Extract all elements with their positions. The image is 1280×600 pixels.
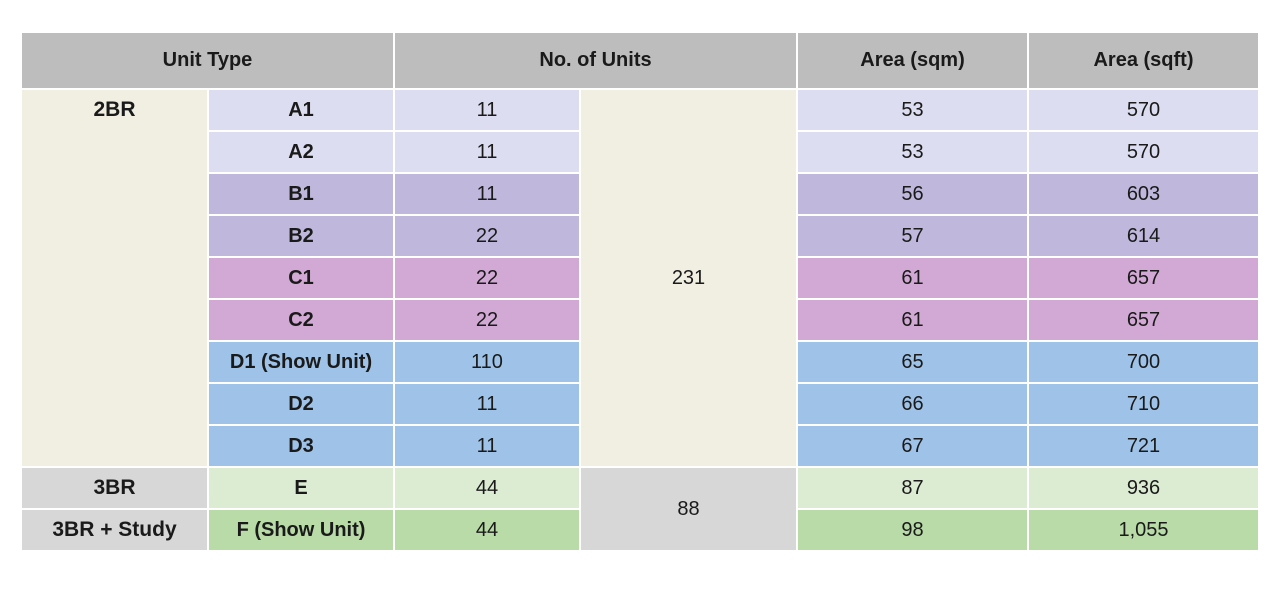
units-cell: 11 <box>393 382 581 426</box>
units-cell: 22 <box>393 256 581 300</box>
unit-table-container: Unit Type No. of Units Area (sqm) Area (… <box>20 31 1260 552</box>
table-row: D1 (Show Unit) 110 65 700 <box>21 340 1260 384</box>
sqft-cell: 657 <box>1027 298 1260 342</box>
sqft-cell: 710 <box>1027 382 1260 426</box>
unit-type-cell: C1 <box>207 256 395 300</box>
sqm-cell: 66 <box>796 382 1029 426</box>
sqft-cell: 721 <box>1027 424 1260 468</box>
table-row: 2BR A1 11 231 53 570 <box>20 88 1260 468</box>
unit-type-cell: A1 <box>207 88 395 132</box>
table-row: 3BR E 44 88 87 936 <box>20 466 1260 552</box>
units-cell: 44 <box>393 466 581 510</box>
sqft-cell: 570 <box>1027 130 1260 174</box>
subtotal-3br: 88 <box>579 466 798 552</box>
units-cell: 44 <box>393 508 581 552</box>
sqm-cell: 61 <box>796 256 1029 300</box>
sqm-cell: 98 <box>796 508 1029 552</box>
sqft-cell: 603 <box>1027 172 1260 216</box>
units-cell: 22 <box>393 214 581 258</box>
unit-type-cell: C2 <box>207 298 395 342</box>
units-cell: 11 <box>393 130 581 174</box>
units-cell: 11 <box>393 424 581 468</box>
sqm-cell: 65 <box>796 340 1029 384</box>
unit-type-cell: F (Show Unit) <box>207 508 395 552</box>
unit-type-cell: B2 <box>207 214 395 258</box>
sqft-cell: 700 <box>1027 340 1260 384</box>
header-unit-type: Unit Type <box>20 31 395 90</box>
unit-mix-table: Unit Type No. of Units Area (sqm) Area (… <box>20 31 1260 552</box>
unit-type-cell: E <box>207 466 395 510</box>
sqft-cell: 936 <box>1027 466 1260 510</box>
sqft-cell: 570 <box>1027 88 1260 132</box>
sqm-cell: 56 <box>796 172 1029 216</box>
units-cell: 22 <box>393 298 581 342</box>
subtotal-2br: 231 <box>579 88 798 468</box>
sqm-cell: 53 <box>796 88 1029 132</box>
unit-type-cell: D2 <box>207 382 395 426</box>
category-3br: 3BR <box>20 466 209 510</box>
unit-type-cell: D3 <box>207 424 395 468</box>
unit-type-cell: A2 <box>207 130 395 174</box>
sqft-cell: 657 <box>1027 256 1260 300</box>
sqm-cell: 67 <box>796 424 1029 468</box>
sqm-cell: 61 <box>796 298 1029 342</box>
units-cell: 110 <box>393 340 581 384</box>
category-2br: 2BR <box>20 88 209 468</box>
units-cell: 11 <box>393 172 581 216</box>
sqm-cell: 87 <box>796 466 1029 510</box>
sqft-cell: 1,055 <box>1027 508 1260 552</box>
category-3br-study: 3BR + Study <box>20 508 209 552</box>
header-row: Unit Type No. of Units Area (sqm) Area (… <box>20 31 1260 90</box>
units-cell: 11 <box>393 88 581 132</box>
unit-type-cell: D1 (Show Unit) <box>207 340 395 384</box>
header-no-of-units: No. of Units <box>393 31 798 90</box>
sqm-cell: 53 <box>796 130 1029 174</box>
header-area-sqft: Area (sqft) <box>1027 31 1260 90</box>
header-area-sqm: Area (sqm) <box>796 31 1029 90</box>
unit-type-cell: B1 <box>207 172 395 216</box>
sqft-cell: 614 <box>1027 214 1260 258</box>
sqm-cell: 57 <box>796 214 1029 258</box>
